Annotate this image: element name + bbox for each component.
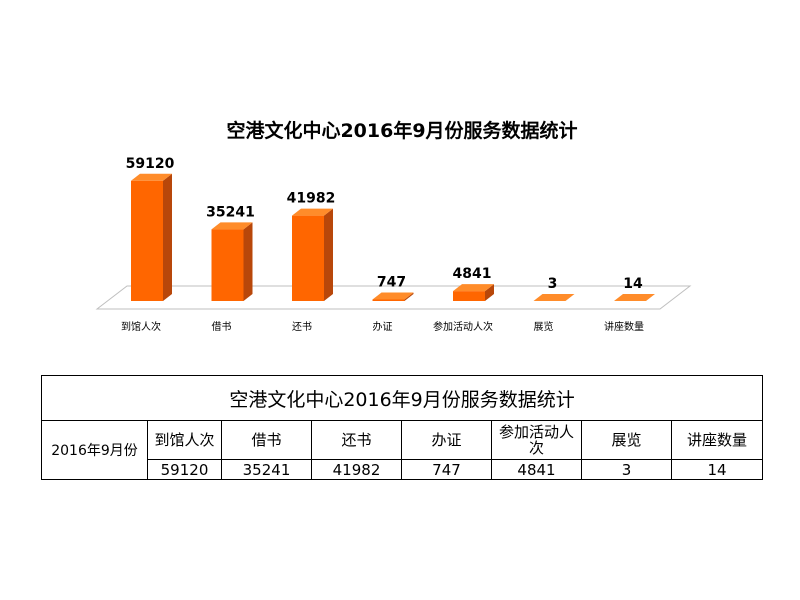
bar (131, 173, 172, 301)
bar-front (453, 291, 485, 301)
table-cell: 747 (401, 459, 492, 480)
chart-title: 空港文化中心2016年9月份服务数据统计 (226, 119, 577, 142)
bar (453, 284, 494, 301)
stats-table: 空港文化中心2016年9月份服务数据统计 2016年9月份 到馆人次 借书 还书… (40, 375, 764, 480)
data-label: 59120 (126, 156, 175, 172)
bar (292, 208, 333, 301)
table-col-header: 参加活动人次 (491, 420, 582, 460)
category-label: 到馆人次 (121, 320, 161, 333)
table-cell: 3 (581, 459, 672, 480)
category-label: 展览 (534, 320, 554, 333)
bar (211, 222, 253, 301)
bar (372, 292, 414, 301)
bar-top (292, 208, 333, 216)
bar (533, 293, 575, 301)
bar-side (646, 293, 655, 301)
table-cell: 41982 (311, 459, 402, 480)
bar (614, 293, 655, 301)
bar-top (372, 292, 414, 300)
bar-top (614, 293, 655, 301)
data-label: 3 (548, 276, 558, 292)
table-cell: 59120 (147, 459, 222, 480)
bar-top (211, 222, 253, 230)
table-cell: 14 (670, 459, 764, 480)
category-label: 借书 (212, 321, 232, 333)
data-label: 41982 (287, 191, 336, 207)
category-label: 办证 (373, 320, 393, 333)
table-col-header: 还书 (311, 420, 402, 460)
bar-front (292, 215, 324, 301)
bar-side (324, 208, 333, 301)
table-col-header: 讲座数量 (670, 420, 764, 460)
data-label: 35241 (206, 204, 255, 220)
table-col-header: 办证 (401, 420, 492, 460)
table-cell: 35241 (221, 459, 312, 480)
bar-top (533, 293, 575, 301)
bar-chart: 空港文化中心2016年9月份服务数据统计 59120 到馆人次 35241 借书 419… (95, 119, 692, 333)
table-title: 空港文化中心2016年9月份服务数据统计 (40, 375, 764, 421)
table-row-header: 2016年9月份 (41, 420, 148, 480)
bar-front (131, 180, 163, 301)
bar-side (485, 284, 494, 301)
category-label: 还书 (292, 321, 312, 333)
bar-side (243, 222, 253, 301)
table-col-header: 到馆人次 (147, 420, 222, 460)
category-label: 讲座数量 (604, 320, 644, 333)
table-col-header: 展览 (581, 420, 672, 460)
table-cell: 4841 (491, 459, 582, 480)
bar-top (453, 284, 494, 292)
bar-front (372, 299, 405, 301)
category-label: 参加活动人次 (433, 320, 493, 333)
bar-side (163, 173, 172, 301)
table-col-header: 借书 (221, 420, 312, 460)
data-label: 747 (377, 274, 406, 290)
bars-group: 59120 到馆人次 35241 借书 41982 还书 747 办证 4841 参加活动人次 3 展… (121, 156, 655, 333)
bar-front (211, 229, 244, 301)
bar-side (404, 292, 414, 301)
bar-top (131, 173, 172, 181)
data-label: 14 (623, 276, 643, 292)
bar-side (565, 293, 575, 301)
data-label: 4841 (453, 266, 492, 282)
